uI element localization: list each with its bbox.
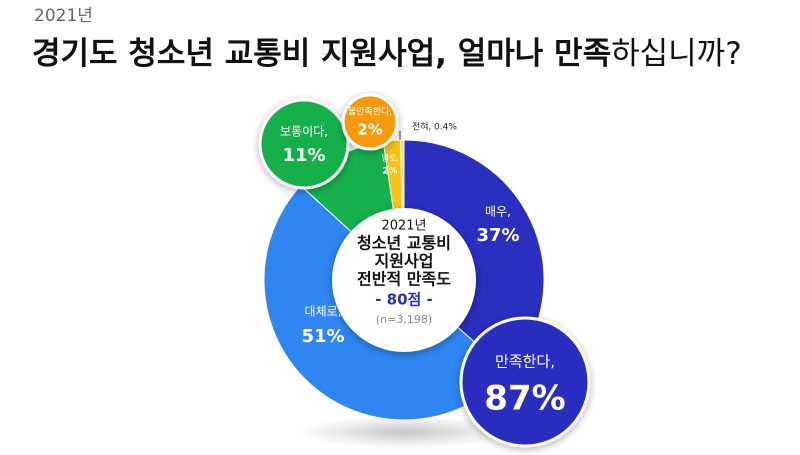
center-score: - 80점 - bbox=[375, 291, 433, 309]
slice-value: 51% bbox=[301, 326, 344, 347]
summary-label: 불만족한다, bbox=[348, 107, 392, 118]
summary-value: 2% bbox=[357, 121, 382, 139]
center-disc bbox=[332, 208, 476, 352]
slice-value: 0.4% bbox=[434, 123, 457, 133]
slice-label: 보통이다, bbox=[280, 125, 328, 139]
slice-value: 37% bbox=[476, 225, 519, 246]
slice-value: 2% bbox=[382, 167, 397, 177]
slice-label: 별로, bbox=[381, 153, 398, 163]
center-note: (n=3,198) bbox=[376, 313, 432, 326]
title-part: 경기도 청소년 교통비 지원사업, 얼마나 만족 bbox=[32, 36, 611, 72]
subtitle: 2021년 bbox=[34, 6, 93, 26]
summary-bubble bbox=[341, 93, 399, 151]
label-bubble bbox=[258, 98, 350, 190]
center-text: 2021년 bbox=[381, 219, 426, 234]
summary-bubble bbox=[459, 316, 591, 448]
slice-value: 11% bbox=[282, 145, 325, 166]
summary-label: 만족한다, bbox=[495, 353, 555, 371]
slice-label: 대체로, bbox=[305, 305, 342, 319]
donut bbox=[263, 139, 545, 421]
center-text: 청소년 교통비 bbox=[357, 234, 451, 253]
title-part: 하십니까? bbox=[611, 36, 742, 72]
chart-title: 경기도 청소년 교통비 지원사업, 얼마나 만족하십니까? bbox=[32, 36, 742, 72]
shadow bbox=[295, 416, 515, 448]
slice-label: 전혀, bbox=[412, 122, 431, 133]
center-text: 전반적 만족도 bbox=[357, 270, 451, 289]
slice-label: 매우, bbox=[485, 205, 511, 219]
center-text: 지원사업 bbox=[375, 252, 434, 271]
summary-value: 87% bbox=[484, 379, 565, 419]
